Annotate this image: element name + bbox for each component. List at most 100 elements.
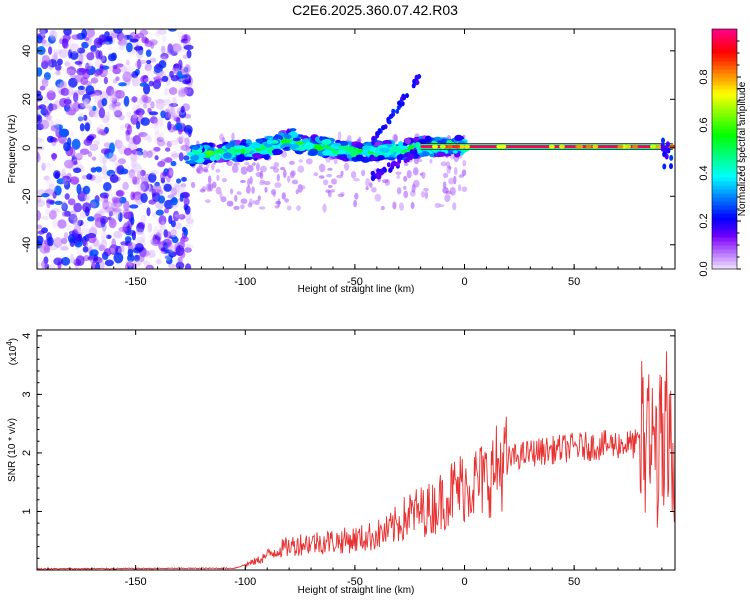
streak-blob <box>397 100 401 106</box>
noise-speckle <box>231 164 239 174</box>
noise-speckle <box>392 201 397 210</box>
noise-speckle <box>444 194 451 203</box>
noise-blob <box>123 95 130 107</box>
noise-speckle <box>442 172 449 178</box>
noise-blob <box>125 42 133 53</box>
noise-blob <box>134 243 144 252</box>
band-blob <box>229 140 236 148</box>
noise-blob <box>187 220 193 229</box>
noise-blob <box>63 29 72 36</box>
noise-blob <box>75 152 83 161</box>
noise-speckle <box>230 188 234 195</box>
noise-blob <box>69 51 79 60</box>
streak-blob <box>403 158 408 164</box>
x-tick-label: 0 <box>461 276 467 288</box>
noise-blob <box>37 195 42 203</box>
colorbar-swatch <box>712 41 737 46</box>
band-blob <box>192 145 200 151</box>
noise-blob <box>80 228 91 235</box>
noise-blob <box>64 159 74 169</box>
noise-blob <box>79 123 85 132</box>
noise-blob <box>178 136 183 145</box>
noise-blob <box>187 83 193 89</box>
snr-y-multiplier: (x104) <box>5 338 19 365</box>
noise-speckle <box>264 186 268 193</box>
noise-blob <box>114 110 123 118</box>
noise-speckle <box>240 204 245 210</box>
main-line-node <box>577 144 584 149</box>
noise-blob <box>90 223 97 235</box>
colorbar-swatch <box>712 189 737 194</box>
noise-speckle <box>247 202 253 208</box>
noise-blob <box>64 180 71 190</box>
colorbar-swatch <box>712 185 737 190</box>
noise-blob <box>171 197 178 206</box>
noise-speckle <box>406 170 412 179</box>
noise-speckle <box>274 182 282 189</box>
noise-blob <box>131 149 142 155</box>
noise-blob <box>109 244 119 256</box>
noise-blob <box>145 49 152 57</box>
noise-blob <box>102 174 109 180</box>
noise-blob <box>183 124 193 135</box>
noise-speckle <box>257 195 261 202</box>
noise-blob <box>133 254 141 262</box>
noise-blob <box>173 184 181 192</box>
noise-blob <box>56 83 62 93</box>
noise-blob <box>56 58 63 66</box>
noise-speckle <box>411 183 416 193</box>
snr-x-label: Height of straight line (km) <box>298 585 415 596</box>
noise-blob <box>156 136 164 142</box>
noise-blob <box>104 259 114 267</box>
noise-blob <box>40 29 46 37</box>
band-blob <box>292 137 301 142</box>
streak-blob <box>414 74 419 80</box>
noise-blob <box>162 99 172 107</box>
noise-blob <box>74 240 83 248</box>
noise-blob <box>46 90 56 101</box>
noise-blob <box>120 124 125 131</box>
noise-blob <box>124 212 132 220</box>
noise-blob <box>67 198 76 206</box>
colorbar-swatch <box>712 201 737 206</box>
noise-speckle <box>249 176 253 185</box>
band-blob <box>337 149 346 155</box>
edge-blob <box>661 137 665 144</box>
noise-blob <box>73 224 82 234</box>
colorbar-swatch <box>712 169 737 174</box>
y-tick-label: 0 <box>21 145 33 151</box>
noise-speckle <box>190 181 196 189</box>
y-tick-label: 20 <box>21 93 33 105</box>
noise-speckle <box>337 131 342 141</box>
noise-blob <box>148 172 157 183</box>
noise-blob <box>86 52 95 61</box>
band-blob <box>378 147 390 153</box>
noise-blob <box>166 231 172 239</box>
noise-blob <box>46 199 55 204</box>
band-blob <box>425 135 432 142</box>
noise-speckle <box>453 167 458 176</box>
noise-blob <box>176 178 182 184</box>
noise-blob <box>129 204 139 209</box>
noise-speckle <box>396 174 400 180</box>
noise-blob <box>103 182 112 192</box>
noise-speckle <box>259 165 267 173</box>
noise-speckle <box>202 167 209 172</box>
noise-blob <box>64 224 72 231</box>
noise-blob <box>48 210 57 220</box>
band-blob <box>237 154 245 162</box>
noise-blob <box>73 160 78 166</box>
noise-blob <box>67 234 76 243</box>
noise-blob <box>64 193 70 200</box>
noise-blob <box>117 39 128 46</box>
noise-blob <box>106 234 112 239</box>
band-blob <box>186 152 195 156</box>
noise-blob <box>137 221 146 230</box>
noise-blob <box>173 63 180 69</box>
noise-blob <box>60 237 68 245</box>
noise-speckle <box>440 161 448 167</box>
noise-blob <box>51 152 57 161</box>
noise-blob <box>86 135 95 142</box>
colorbar-swatch <box>712 261 737 266</box>
colorbar-swatch <box>712 157 737 162</box>
